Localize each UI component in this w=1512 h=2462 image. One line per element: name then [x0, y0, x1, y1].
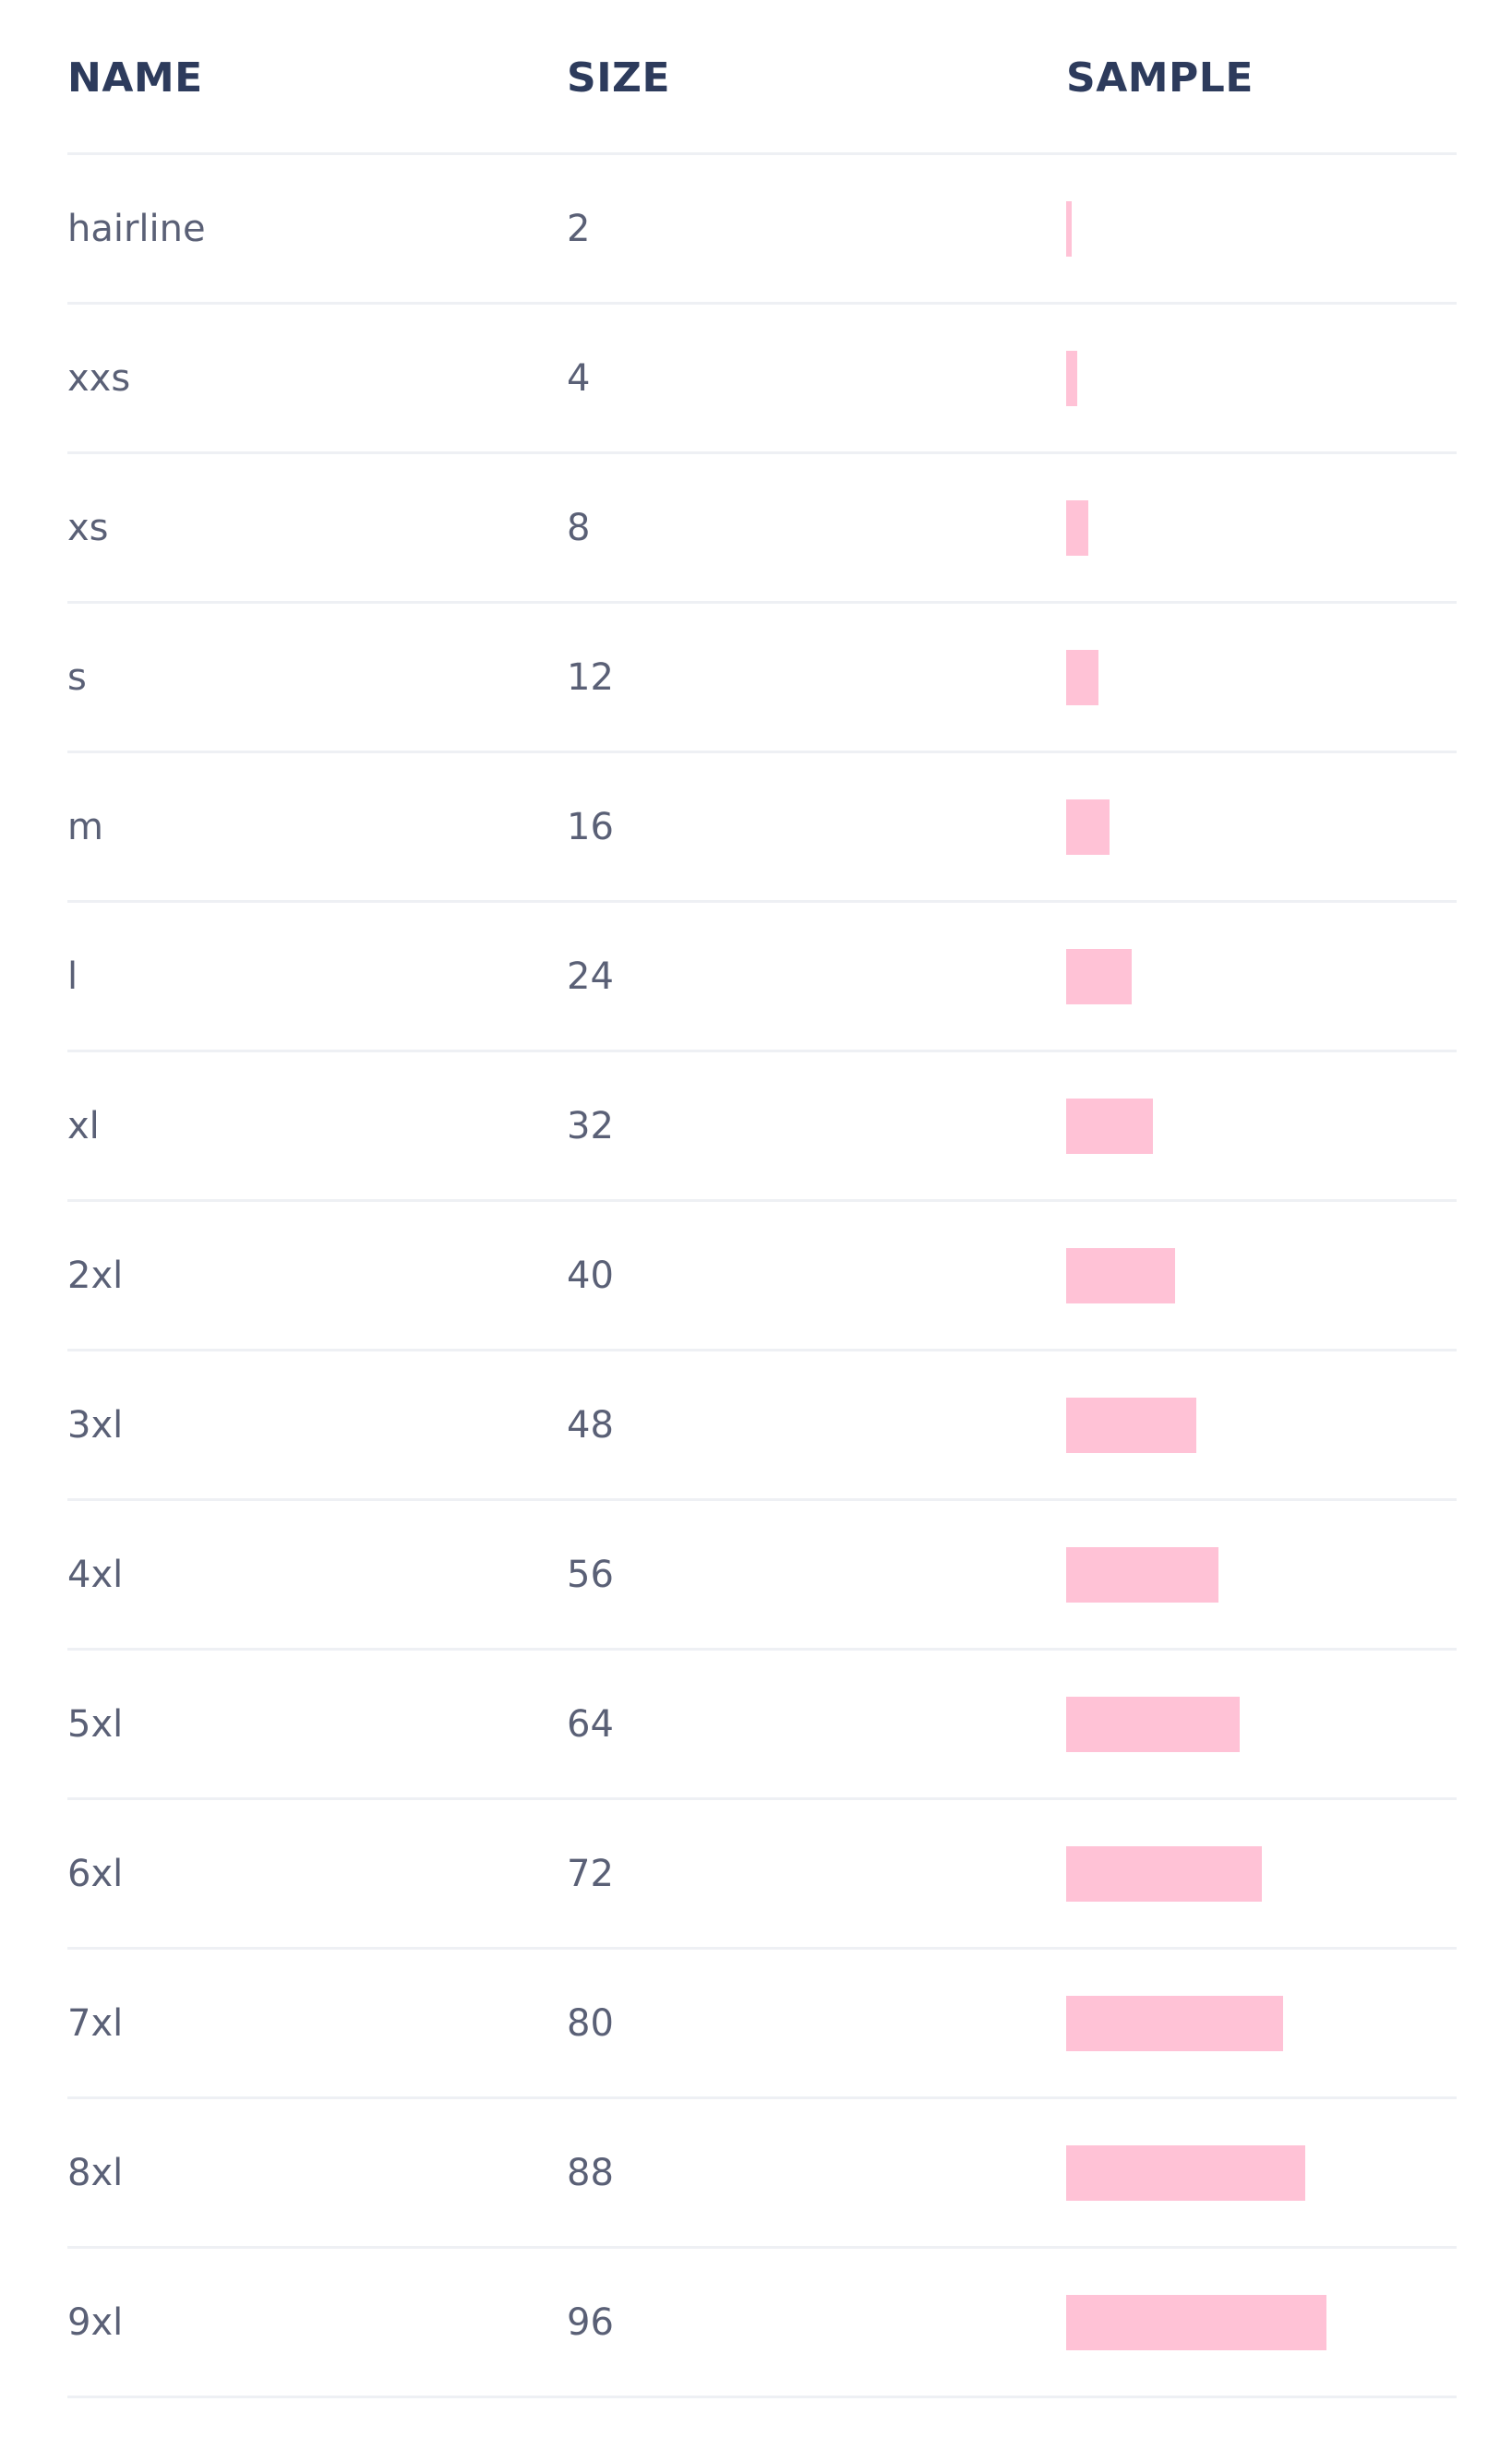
sample-bar — [1066, 1547, 1218, 1603]
token-size: 4 — [567, 305, 590, 451]
token-sample — [1066, 1651, 1457, 1797]
table-row: 4xl 56 — [67, 1501, 1457, 1651]
token-name: 4xl — [67, 1501, 123, 1648]
table-row: xs 8 — [67, 454, 1457, 604]
token-sample — [1066, 1052, 1457, 1199]
token-size: 96 — [567, 2249, 614, 2396]
token-size: 72 — [567, 1800, 614, 1947]
token-size: 80 — [567, 1950, 614, 2096]
token-sample — [1066, 1501, 1457, 1648]
sample-bar — [1066, 1099, 1153, 1154]
token-name: xl — [67, 1052, 100, 1199]
token-size: 56 — [567, 1501, 614, 1648]
token-sample — [1066, 2249, 1457, 2396]
token-sample — [1066, 1351, 1457, 1498]
table-row: xxs 4 — [67, 305, 1457, 454]
sample-bar — [1066, 949, 1132, 1004]
column-header-size: SIZE — [567, 0, 670, 152]
token-name: 8xl — [67, 2099, 123, 2246]
token-name: 6xl — [67, 1800, 123, 1947]
table-row: m 16 — [67, 753, 1457, 903]
token-size: 16 — [567, 753, 614, 900]
table-row: 8xl 88 — [67, 2099, 1457, 2249]
token-name: s — [67, 604, 87, 751]
token-size: 32 — [567, 1052, 614, 1199]
token-sample — [1066, 155, 1457, 302]
sample-bar — [1066, 500, 1088, 556]
sample-bar — [1066, 1846, 1262, 1902]
token-size: 24 — [567, 903, 614, 1050]
token-sample — [1066, 903, 1457, 1050]
table-row: 7xl 80 — [67, 1950, 1457, 2099]
token-name: 2xl — [67, 1202, 123, 1349]
table-header: NAME SIZE SAMPLE — [67, 0, 1457, 155]
token-name: 5xl — [67, 1651, 123, 1797]
token-sample — [1066, 454, 1457, 601]
sample-bar — [1066, 1697, 1240, 1752]
column-header-name: NAME — [67, 0, 203, 152]
sample-bar — [1066, 2145, 1305, 2201]
token-sample — [1066, 753, 1457, 900]
token-size: 88 — [567, 2099, 614, 2246]
column-header-sample: SAMPLE — [1066, 0, 1457, 152]
sample-bar — [1066, 1248, 1175, 1303]
token-size: 2 — [567, 155, 590, 302]
spacing-table: NAME SIZE SAMPLE hairline 2 xxs 4 xs 8 s 12 m 16 l… — [67, 0, 1457, 2398]
sample-bar — [1066, 799, 1110, 855]
sample-bar — [1066, 1398, 1196, 1453]
sample-bar — [1066, 351, 1077, 406]
sample-bar — [1066, 2295, 1326, 2350]
token-name: l — [67, 903, 78, 1050]
token-name: hairline — [67, 155, 206, 302]
token-size: 8 — [567, 454, 590, 601]
token-name: m — [67, 753, 103, 900]
token-size: 12 — [567, 604, 614, 751]
table-row: s 12 — [67, 604, 1457, 753]
token-name: 7xl — [67, 1950, 123, 2096]
token-sample — [1066, 1800, 1457, 1947]
table-row: hairline 2 — [67, 155, 1457, 305]
token-size: 64 — [567, 1651, 614, 1797]
table-row: xl 32 — [67, 1052, 1457, 1202]
table-row: 3xl 48 — [67, 1351, 1457, 1501]
table-row: l 24 — [67, 903, 1457, 1052]
token-sample — [1066, 2099, 1457, 2246]
token-sample — [1066, 604, 1457, 751]
table-row: 9xl 96 — [67, 2249, 1457, 2398]
sample-bar — [1066, 201, 1072, 257]
sample-bar — [1066, 650, 1098, 705]
token-name: xxs — [67, 305, 130, 451]
table-row: 5xl 64 — [67, 1651, 1457, 1800]
token-sample — [1066, 305, 1457, 451]
table-row: 6xl 72 — [67, 1800, 1457, 1950]
token-name: 9xl — [67, 2249, 123, 2396]
table-row: 2xl 40 — [67, 1202, 1457, 1351]
table-body: hairline 2 xxs 4 xs 8 s 12 m 16 l 24 xl 32 2xl 40 3xl 48 4… — [67, 155, 1457, 2398]
token-name: 3xl — [67, 1351, 123, 1498]
token-sample — [1066, 1202, 1457, 1349]
sample-bar — [1066, 1996, 1283, 2051]
token-size: 40 — [567, 1202, 614, 1349]
token-sample — [1066, 1950, 1457, 2096]
token-size: 48 — [567, 1351, 614, 1498]
token-name: xs — [67, 454, 109, 601]
